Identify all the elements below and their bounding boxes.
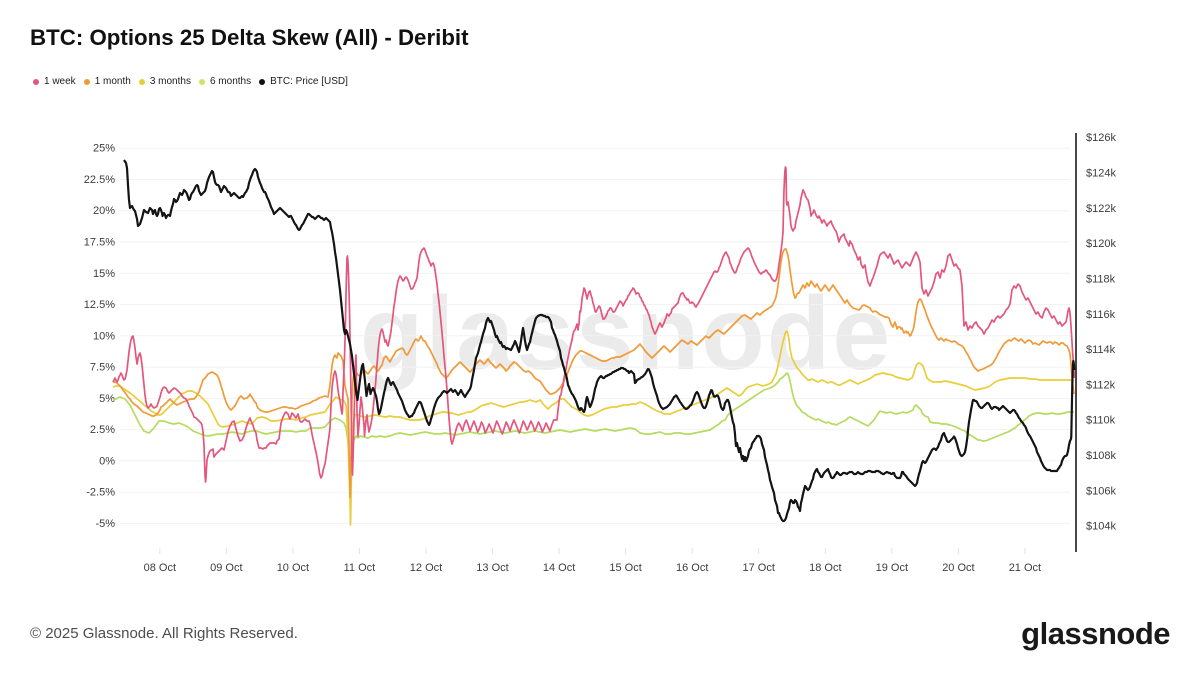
svg-text:09 Oct: 09 Oct xyxy=(210,562,242,574)
svg-text:$108k: $108k xyxy=(1086,450,1116,462)
svg-text:$124k: $124k xyxy=(1086,168,1116,180)
svg-text:$120k: $120k xyxy=(1086,238,1116,250)
svg-text:5%: 5% xyxy=(99,393,115,405)
svg-text:12.5%: 12.5% xyxy=(84,299,115,311)
svg-text:17 Oct: 17 Oct xyxy=(742,562,774,574)
svg-text:$122k: $122k xyxy=(1086,203,1116,215)
svg-text:19 Oct: 19 Oct xyxy=(876,562,908,574)
svg-text:2.5%: 2.5% xyxy=(90,424,115,436)
svg-text:15 Oct: 15 Oct xyxy=(609,562,641,574)
svg-text:-2.5%: -2.5% xyxy=(86,487,115,499)
svg-text:15%: 15% xyxy=(93,268,115,280)
svg-text:0%: 0% xyxy=(99,455,115,467)
svg-text:10 Oct: 10 Oct xyxy=(277,562,309,574)
svg-text:16 Oct: 16 Oct xyxy=(676,562,708,574)
svg-text:$110k: $110k xyxy=(1086,415,1116,427)
svg-text:11 Oct: 11 Oct xyxy=(344,562,376,574)
svg-text:7.5%: 7.5% xyxy=(90,362,115,374)
svg-text:$112k: $112k xyxy=(1086,379,1116,391)
svg-text:-5%: -5% xyxy=(95,518,115,530)
svg-text:14 Oct: 14 Oct xyxy=(543,562,575,574)
svg-text:$106k: $106k xyxy=(1086,485,1116,497)
svg-text:$116k: $116k xyxy=(1086,309,1116,321)
svg-text:20 Oct: 20 Oct xyxy=(942,562,974,574)
svg-text:glassnode: glassnode xyxy=(360,276,892,392)
svg-text:20%: 20% xyxy=(93,205,115,217)
svg-text:$118k: $118k xyxy=(1086,273,1116,285)
svg-text:21 Oct: 21 Oct xyxy=(1009,562,1041,574)
svg-text:$114k: $114k xyxy=(1086,344,1116,356)
svg-text:08 Oct: 08 Oct xyxy=(144,562,176,574)
svg-text:25%: 25% xyxy=(93,143,115,155)
svg-text:$126k: $126k xyxy=(1086,132,1116,144)
svg-text:13 Oct: 13 Oct xyxy=(476,562,508,574)
svg-text:10%: 10% xyxy=(93,330,115,342)
svg-text:12 Oct: 12 Oct xyxy=(410,562,442,574)
svg-text:18 Oct: 18 Oct xyxy=(809,562,841,574)
svg-text:$104k: $104k xyxy=(1086,521,1116,533)
svg-text:17.5%: 17.5% xyxy=(84,237,115,249)
svg-text:22.5%: 22.5% xyxy=(84,174,115,186)
